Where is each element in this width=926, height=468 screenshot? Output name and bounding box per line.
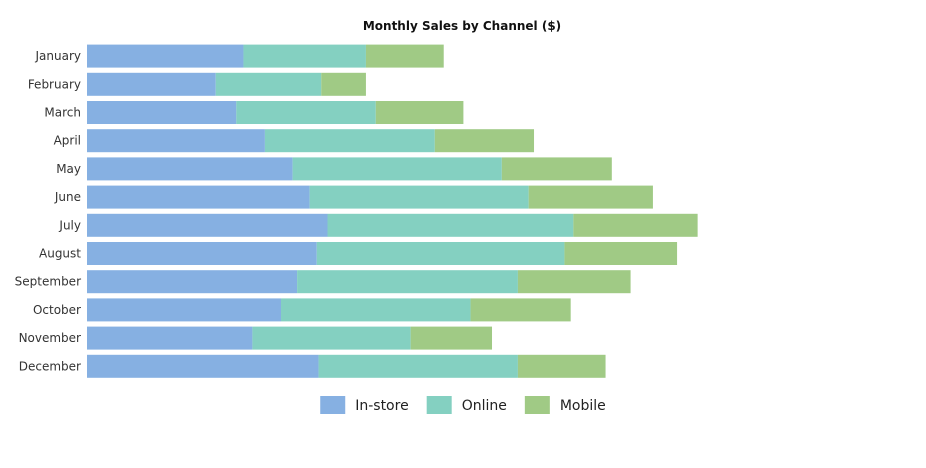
bar-in-store-august bbox=[87, 242, 317, 265]
bar-online-march bbox=[236, 101, 376, 124]
bar-mobile-october bbox=[470, 298, 571, 322]
category-label-january: January bbox=[35, 49, 82, 63]
legend-swatch-in-store bbox=[320, 396, 346, 414]
legend-label-online: Online bbox=[462, 398, 507, 414]
bar-in-store-march bbox=[87, 101, 237, 124]
bar-in-store-december bbox=[87, 354, 319, 378]
bar-in-store-june bbox=[87, 185, 310, 209]
category-label-march: March bbox=[44, 106, 81, 120]
bar-mobile-july bbox=[573, 213, 698, 237]
bar-in-store-april bbox=[87, 129, 265, 153]
bar-online-october bbox=[281, 298, 471, 322]
bar-in-store-november bbox=[87, 326, 253, 350]
category-labels: January February March April May June July Augu… bbox=[15, 49, 82, 373]
bar-mobile-april bbox=[434, 129, 535, 153]
bar-mobile-january bbox=[365, 44, 444, 68]
legend-label-mobile: Mobile bbox=[560, 398, 606, 414]
bar-online-may bbox=[292, 157, 502, 181]
bar-online-january bbox=[243, 44, 366, 68]
bar-in-store-january bbox=[87, 44, 244, 68]
bar-mobile-march bbox=[375, 101, 464, 124]
bar-online-february bbox=[215, 72, 322, 96]
bar-mobile-may bbox=[501, 157, 612, 181]
bar-online-june bbox=[309, 185, 529, 209]
category-label-november: November bbox=[19, 331, 81, 345]
bar-in-store-october bbox=[87, 298, 282, 322]
bar-online-august bbox=[316, 242, 565, 265]
category-label-june: June bbox=[54, 190, 81, 204]
bar-mobile-september bbox=[517, 270, 631, 294]
category-label-october: October bbox=[33, 303, 81, 317]
bar-mobile-november bbox=[410, 326, 493, 350]
legend-label-in-store: In-store bbox=[355, 398, 408, 414]
bar-in-store-september bbox=[87, 270, 298, 294]
bar-in-store-july bbox=[87, 213, 328, 237]
bar-online-december bbox=[318, 354, 518, 378]
bar-online-september bbox=[297, 270, 518, 294]
legend: In-store Online Mobile bbox=[320, 396, 606, 414]
category-label-july: July bbox=[58, 218, 81, 232]
category-label-april: April bbox=[54, 134, 81, 148]
category-label-may: May bbox=[56, 162, 81, 176]
bar-in-store-may bbox=[87, 157, 293, 181]
bar-online-july bbox=[327, 213, 574, 237]
category-label-february: February bbox=[28, 77, 81, 91]
bar-mobile-december bbox=[517, 354, 606, 378]
legend-swatch-mobile bbox=[524, 396, 550, 414]
bar-online-november bbox=[252, 326, 411, 350]
chart-title: Monthly Sales by Channel ($) bbox=[363, 19, 561, 33]
category-label-december: December bbox=[19, 359, 81, 373]
bar-mobile-august bbox=[564, 242, 678, 265]
bar-online-april bbox=[264, 129, 435, 153]
legend-swatch-online bbox=[426, 396, 452, 414]
bar-mobile-february bbox=[321, 72, 366, 96]
category-label-september: September bbox=[15, 275, 81, 289]
bar-mobile-june bbox=[528, 185, 653, 209]
bars-group bbox=[87, 44, 698, 378]
bar-in-store-february bbox=[87, 72, 216, 96]
category-label-august: August bbox=[39, 247, 81, 261]
